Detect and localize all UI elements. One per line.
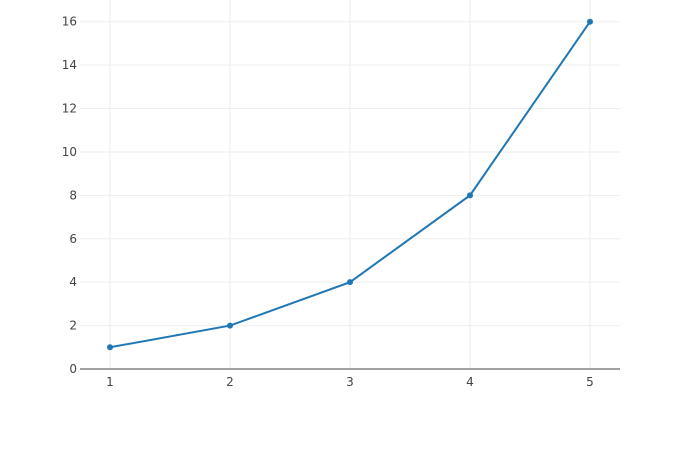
x-tick-label: 2 (226, 375, 234, 389)
y-tick-label: 16 (62, 15, 77, 29)
y-tick-label: 10 (62, 145, 77, 159)
y-tick-label: 4 (69, 275, 77, 289)
x-tick-label: 4 (466, 375, 474, 389)
y-tick-label: 2 (69, 319, 77, 333)
x-tick-label: 1 (106, 375, 114, 389)
x-tick-label: 5 (586, 375, 594, 389)
data-point (347, 279, 353, 286)
y-tick-label: 14 (62, 58, 77, 72)
grid (80, 0, 620, 369)
y-tick-label: 0 (69, 362, 77, 376)
y-tick-label: 12 (62, 102, 77, 116)
x-tick-label: 3 (346, 375, 354, 389)
series (107, 18, 593, 351)
data-point (587, 18, 593, 25)
data-point (467, 192, 473, 199)
y-tick-label: 8 (69, 188, 77, 202)
y-tick-label: 6 (69, 232, 77, 246)
data-point (107, 344, 113, 351)
data-point (227, 322, 233, 329)
